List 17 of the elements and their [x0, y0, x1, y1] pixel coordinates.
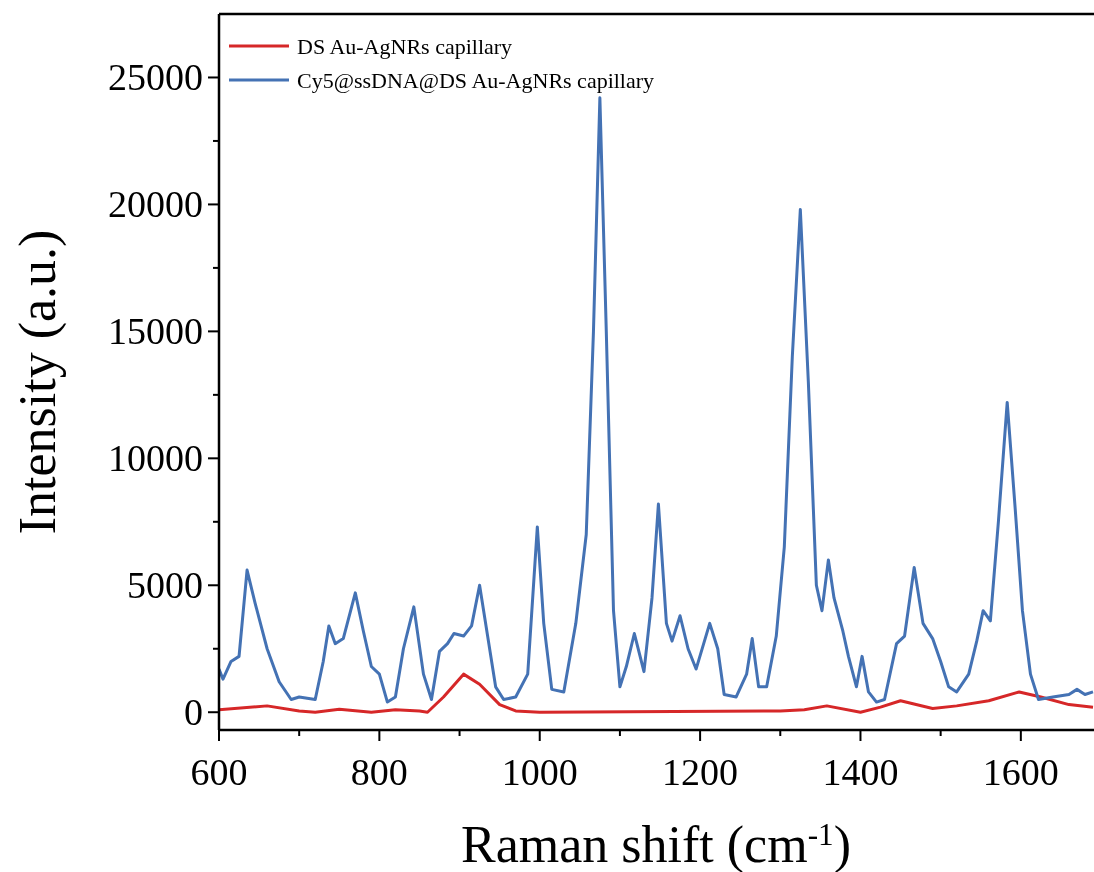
x-tick-label: 800: [350, 751, 408, 793]
y-tick-label: 5000: [127, 564, 203, 607]
y-axis-title: Intensity (a.u.): [9, 229, 67, 535]
x-tick-label: 1000: [501, 751, 578, 793]
x-tick-label: 1600: [982, 751, 1059, 793]
y-tick-label: 0: [184, 691, 203, 734]
x-tick-label: 600: [190, 751, 248, 793]
legend-label: DS Au-AgNRs capillary: [297, 34, 513, 59]
x-tick-label: 1200: [662, 751, 739, 793]
y-tick-label: 10000: [108, 437, 203, 480]
y-tick-label: 25000: [108, 56, 203, 99]
legend-label: Cy5@ssDNA@DS Au-AgNRs capillary: [297, 68, 655, 93]
y-tick-label: 20000: [108, 183, 203, 226]
y-tick-label: 15000: [108, 310, 203, 353]
line-series: [219, 96, 1094, 704]
line-series: [219, 672, 1094, 714]
x-tick-label: 1400: [822, 751, 899, 793]
